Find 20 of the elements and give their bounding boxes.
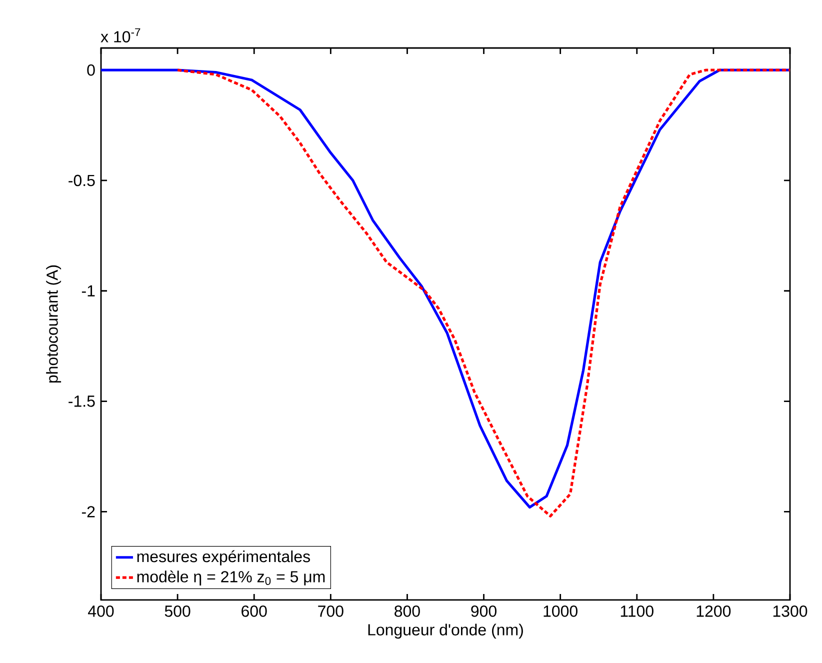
x-tick-label: 1000 xyxy=(544,606,578,617)
x-tick-label: 1300 xyxy=(773,606,808,617)
y-tick-label: -2 xyxy=(82,506,95,518)
legend-label: modèle η = 21% z$_{0}$ = 5 μm xyxy=(137,570,325,586)
x-axis-title: Longueur d'onde (nm) xyxy=(368,624,523,639)
x-tick-label: 1100 xyxy=(620,606,654,617)
x-tick-label: 700 xyxy=(318,606,344,617)
x-tick-label: 900 xyxy=(471,606,496,617)
legend-label: mesures expérimentales xyxy=(137,550,310,566)
y-tick-label: -0.5 xyxy=(68,174,95,186)
y-tick-label: -1 xyxy=(82,285,95,296)
y-tick-label: 0 xyxy=(87,64,95,76)
y-axis-title: photocourant (A) xyxy=(46,265,62,383)
x-tick-label: 500 xyxy=(164,606,190,617)
x-tick-label: 1200 xyxy=(696,606,731,617)
x-tick-label: 600 xyxy=(242,606,267,617)
x-tick-label: 800 xyxy=(394,606,420,617)
x-tick-label: 400 xyxy=(88,606,114,617)
y-tick-label: -1.5 xyxy=(68,396,95,407)
text: x 10$^{-7}$ xyxy=(100,28,140,42)
